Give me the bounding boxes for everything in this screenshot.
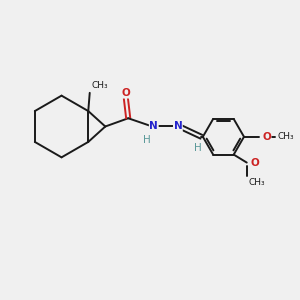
Text: O: O bbox=[262, 132, 271, 142]
Text: H: H bbox=[143, 135, 151, 145]
Text: O: O bbox=[250, 158, 259, 168]
Text: N: N bbox=[149, 122, 158, 131]
Text: CH₃: CH₃ bbox=[248, 178, 265, 187]
Text: H: H bbox=[194, 143, 202, 153]
Text: N: N bbox=[173, 122, 182, 131]
Text: CH₃: CH₃ bbox=[277, 132, 294, 141]
Text: O: O bbox=[122, 88, 130, 98]
Text: CH₃: CH₃ bbox=[91, 82, 108, 91]
